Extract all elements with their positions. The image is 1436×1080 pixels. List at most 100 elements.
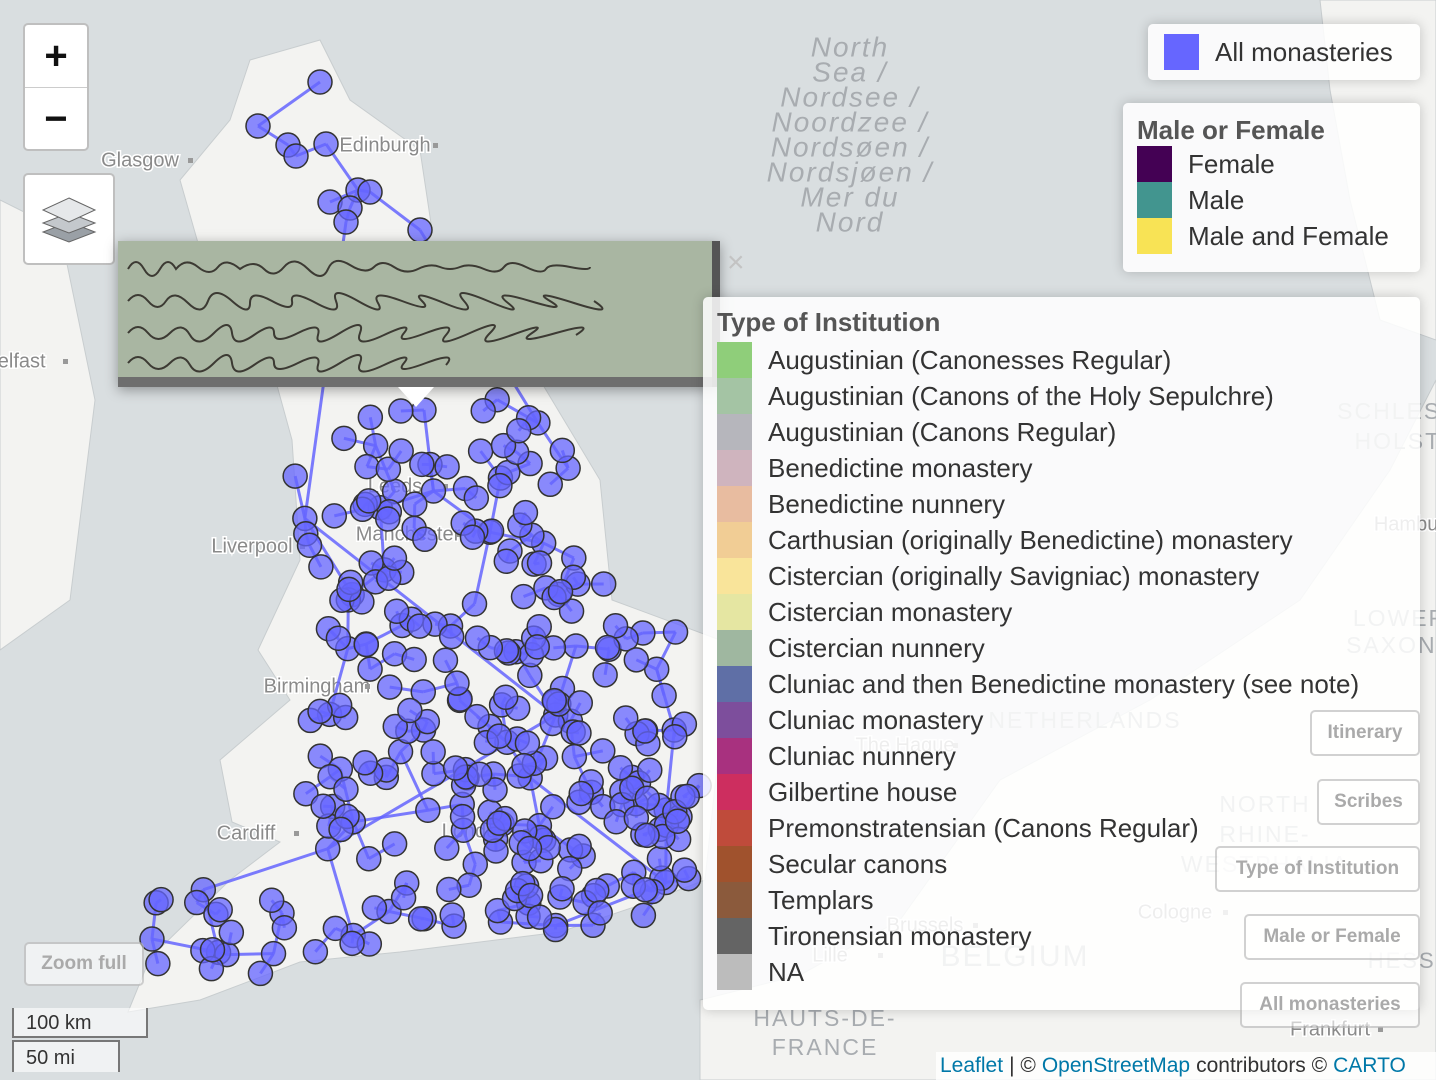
legend-row: Female: [1137, 146, 1406, 182]
monastery-marker: [307, 69, 333, 95]
popup: [118, 241, 720, 387]
monastery-marker: [490, 432, 517, 459]
region-label: Nordsjøen /: [767, 156, 935, 187]
monastery-marker: [310, 793, 336, 819]
monastery-marker: [517, 882, 544, 909]
monastery-marker: [444, 670, 470, 696]
legend-label: Female: [1188, 148, 1275, 179]
layers-control[interactable]: [23, 173, 115, 265]
monastery-marker: [148, 886, 174, 913]
legend-label: Secular canons: [768, 848, 948, 879]
monastery-marker: [470, 398, 496, 424]
legend-row: Augustinian (Canons Regular): [717, 414, 1406, 450]
legend-label: Cluniac and then Benedictine monastery (…: [768, 668, 1360, 699]
place-dot: [294, 831, 299, 836]
monastery-marker: [506, 417, 532, 444]
monastery-marker: [492, 684, 519, 711]
legend-swatch: [717, 594, 752, 630]
legend-title: Type of Institution: [717, 307, 941, 337]
monastery-marker: [421, 760, 447, 787]
monastery-marker: [322, 915, 349, 942]
link: [202, 847, 329, 892]
legend-row: Cistercian monastery: [717, 594, 1406, 630]
place-label: Cardiff: [217, 822, 276, 844]
legend-label: Cluniac nunnery: [768, 740, 956, 771]
monastery-marker: [307, 743, 334, 769]
popup-tip: [398, 387, 434, 407]
place-label: Birmingham: [264, 675, 371, 697]
monastery-marker: [412, 526, 438, 553]
monastery-marker: [381, 545, 408, 571]
monastery-marker: [439, 902, 465, 928]
zoom-control: + −: [23, 23, 89, 151]
monastery-marker: [336, 576, 362, 603]
monastery-marker: [590, 571, 617, 597]
legend-swatch: [717, 486, 752, 522]
land-ireland: [0, 199, 96, 651]
legend-swatch: [717, 918, 752, 954]
layer-button[interactable]: Scribes: [1317, 779, 1420, 825]
legend-row: Cistercian (originally Savigniac) monast…: [717, 558, 1406, 594]
monastery-marker: [612, 705, 639, 731]
link[interactable]: Leaflet: [940, 1054, 1004, 1077]
monastery-marker: [637, 757, 663, 783]
monastery-marker: [139, 926, 165, 952]
legend-swatch: [717, 846, 752, 882]
monastery-marker: [407, 217, 433, 243]
monastery-marker: [376, 674, 403, 700]
attribution: Leaflet | © OpenStreetMap contributors ©…: [936, 1052, 1436, 1080]
legend-swatch: [717, 882, 752, 918]
legend-type: Type of Institution Augustinian (Canones…: [703, 297, 1420, 1010]
monastery-marker: [602, 613, 629, 639]
popup-close[interactable]: ×: [727, 246, 745, 279]
zoom-in-button[interactable]: +: [25, 25, 87, 88]
legend-row: Cluniac nunnery: [717, 738, 1406, 774]
monastery-marker: [382, 713, 409, 740]
region-label: Noordzee /: [772, 106, 930, 137]
monastery-marker: [409, 451, 435, 478]
link[interactable]: OpenStreetMap: [1041, 1054, 1191, 1077]
monastery-marker: [247, 960, 274, 987]
monastery-marker: [514, 730, 541, 757]
zoom-out-button[interactable]: −: [44, 96, 68, 141]
place-label: Belfast: [0, 350, 46, 372]
monastery-marker: [357, 179, 383, 205]
place-dot: [365, 684, 370, 689]
legend-label: Benedictine monastery: [768, 452, 1033, 483]
legend-swatch: [717, 810, 752, 846]
link[interactable]: CARTO: [1333, 1054, 1406, 1077]
zoom-full-button[interactable]: Zoom full: [24, 942, 144, 986]
monastery-marker: [512, 499, 539, 526]
monastery-marker: [662, 723, 688, 750]
text: | ©: [1009, 1054, 1036, 1077]
monastery-marker: [436, 876, 462, 903]
region-label: Sea /: [812, 56, 889, 87]
legend-swatch: [1164, 34, 1199, 70]
monastery-marker: [594, 634, 621, 661]
monastery-marker: [388, 398, 414, 424]
legend-swatch: [717, 954, 752, 990]
legend-sex: Male or Female Female Male Male and Female: [1123, 103, 1420, 272]
layer-button[interactable]: Male or Female: [1244, 914, 1420, 960]
legend-label: Cistercian monastery: [768, 596, 1013, 627]
monastery-marker: [199, 936, 226, 963]
monastery-marker: [482, 777, 508, 803]
legend-label: Augustinian (Canons of the Holy Sepulchr…: [768, 380, 1274, 411]
legend-row: Tironensian monastery: [717, 918, 1406, 954]
legend-all: All monasteries: [1148, 24, 1420, 80]
monastery-marker: [587, 900, 613, 926]
monastery-marker: [325, 625, 352, 652]
layer-button[interactable]: Type of Institution: [1215, 846, 1420, 892]
legend-swatch: [717, 378, 752, 414]
monastery-marker: [308, 554, 334, 580]
monastery-marker: [483, 838, 509, 864]
place-dot: [433, 143, 438, 148]
monastery-marker: [313, 131, 339, 157]
monastery-marker: [390, 885, 417, 911]
layer-button[interactable]: Itinerary: [1310, 710, 1420, 756]
monastery-marker: [651, 682, 677, 709]
layer-button[interactable]: All monasteries: [1240, 982, 1420, 1028]
monastery-marker: [339, 930, 365, 957]
legend-row: Cluniac monastery: [717, 702, 1406, 738]
place-dot: [1378, 1027, 1383, 1032]
